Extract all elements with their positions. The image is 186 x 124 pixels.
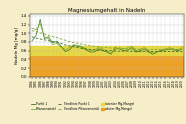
Legend: Punkt 1, Pflanzenwinkl, Trendlinie Punkt 1, Trendlinie Pflanzenwinkl, latenter M: Punkt 1, Pflanzenwinkl, Trendlinie Punkt… xyxy=(31,102,134,111)
Title: Magnesiumgehalt in Nadeln: Magnesiumgehalt in Nadeln xyxy=(68,8,146,13)
Bar xyxy=(30,46,184,55)
Bar xyxy=(30,55,184,77)
Y-axis label: Nadeln Mg [mg/g]: Nadeln Mg [mg/g] xyxy=(15,27,19,64)
